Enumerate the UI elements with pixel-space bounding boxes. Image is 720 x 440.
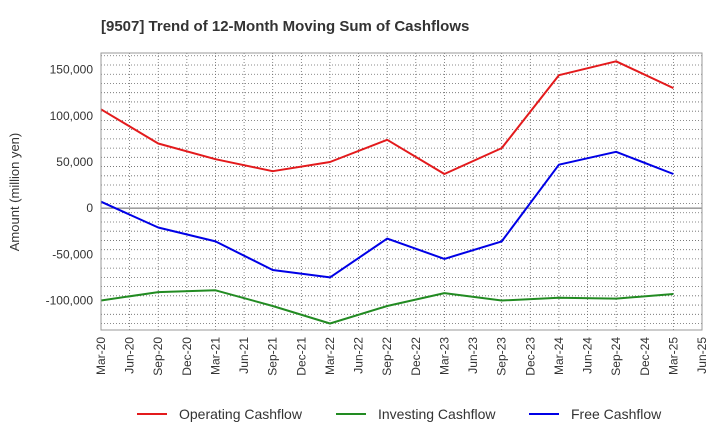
x-tick-label: Jun-25 [695, 337, 709, 374]
plot-frame [100, 52, 703, 331]
x-tick-label: Mar-23 [437, 337, 451, 375]
y-tick-label: 0 [86, 201, 93, 215]
free-cashflow-line [100, 150, 674, 279]
investing-cashflow-legend-label: Investing Cashflow [378, 406, 496, 422]
x-tick-label: Dec-22 [409, 337, 423, 376]
y-tick-label: 50,000 [56, 155, 93, 169]
x-tick-label: Mar-20 [94, 337, 108, 375]
x-tick-label: Mar-25 [666, 337, 680, 375]
legend: Operating Cashflow Investing Cashflow Free… [137, 406, 662, 422]
y-tick-label: -50,000 [52, 247, 93, 261]
y-axis-label: Amount (million yen) [7, 133, 22, 252]
x-tick-label: Dec-23 [523, 337, 537, 376]
x-tick-label: Mar-22 [323, 337, 337, 375]
gridlines [100, 53, 703, 330]
operating-cashflow-line [100, 60, 674, 175]
y-tick-labels: -100,000 -50,000 0 50,000 100,000 150,000 [46, 63, 94, 308]
x-tick-label: Sep-20 [151, 337, 165, 376]
x-tick-label: Sep-22 [380, 337, 394, 376]
chart-title: [9507] Trend of 12-Month Moving Sum of C… [101, 18, 469, 35]
y-tick-label: 150,000 [50, 63, 94, 77]
x-tick-label: Jun-20 [123, 337, 137, 374]
y-tick-label: 100,000 [50, 109, 94, 123]
x-tick-label: Jun-23 [466, 337, 480, 374]
x-tick-label: Dec-24 [638, 337, 652, 376]
series-lines [100, 60, 674, 325]
x-tick-labels: Mar-20 Jun-20 Sep-20 Dec-20 Mar-21 Jun-21 Sep-… [94, 337, 709, 376]
x-tick-label: Dec-21 [294, 337, 308, 376]
free-cashflow-legend-label: Free Cashflow [571, 406, 662, 422]
x-tick-label: Mar-21 [208, 337, 222, 375]
operating-cashflow-legend-label: Operating Cashflow [179, 406, 303, 422]
x-tick-label: Sep-23 [495, 337, 509, 376]
x-tick-label: Dec-20 [180, 337, 194, 376]
y-tick-label: -100,000 [46, 293, 94, 307]
investing-cashflow-line [100, 289, 674, 325]
x-tick-label: Sep-21 [266, 337, 280, 376]
x-tick-label: Jun-24 [581, 337, 595, 374]
x-tick-label: Jun-22 [352, 337, 366, 374]
x-tick-label: Jun-21 [237, 337, 251, 374]
x-tick-label: Sep-24 [609, 337, 623, 376]
x-tick-label: Mar-24 [552, 337, 566, 375]
